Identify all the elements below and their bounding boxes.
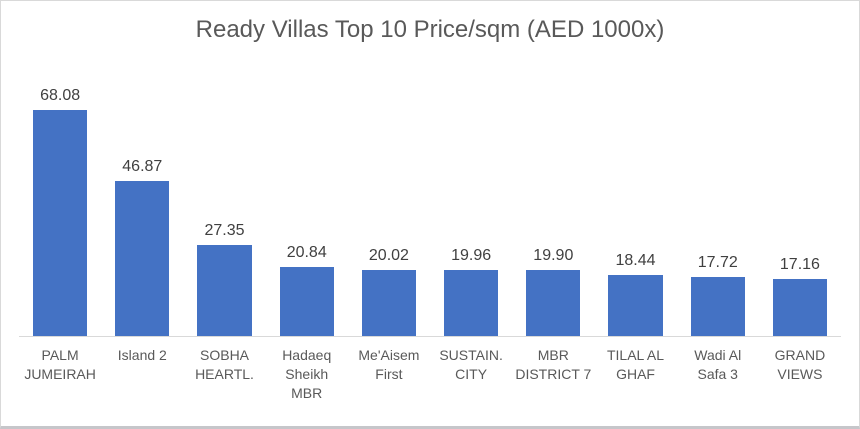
- bar: [197, 245, 252, 336]
- category-label: SUSTAIN. CITY: [439, 347, 503, 382]
- bar-column: 19.96: [430, 246, 512, 336]
- bar: [772, 279, 828, 336]
- category-label: Island 2: [117, 347, 167, 363]
- bar-value-label: 19.90: [533, 247, 574, 264]
- bar: [690, 277, 745, 336]
- category-label: MBR DISTRICT 7: [515, 347, 592, 382]
- category-label: TILAL AL GHAF: [606, 347, 665, 382]
- bar-column: 46.87: [101, 157, 183, 336]
- bar: [115, 180, 170, 336]
- bar-value-label: 20.02: [368, 246, 409, 264]
- bar: [608, 274, 663, 336]
- bar-value-label: 20.84: [286, 243, 327, 261]
- category-label: PALM JUMEIRAH: [24, 347, 96, 382]
- bar-value-label: 17.16: [779, 256, 820, 274]
- bar-value-label: 46.87: [122, 157, 163, 175]
- bar-column: 68.08: [19, 86, 101, 336]
- category-label: SOBHA HEARTL.: [195, 347, 254, 382]
- bar: [279, 266, 334, 336]
- category-label: GRAND VIEWS: [774, 347, 826, 382]
- category-label: Me'Aisem First: [358, 347, 420, 382]
- bar-value-label: 68.08: [40, 87, 81, 105]
- bar: [361, 269, 417, 336]
- category-label: Hadaeq Sheikh MBR: [282, 347, 332, 401]
- bar-column: 20.84: [266, 243, 348, 336]
- bar-column: 27.35: [183, 221, 265, 336]
- bar-column: 17.16: [759, 255, 841, 336]
- bar-value-label: 19.96: [451, 246, 492, 264]
- bar-column: 18.44: [594, 251, 676, 336]
- category-label: Wadi Al Safa 3: [694, 347, 742, 382]
- bar: [526, 270, 581, 336]
- bar-column: 20.02: [348, 246, 430, 336]
- bar-value-label: 27.35: [204, 222, 245, 240]
- bar-value-label: 17.72: [697, 254, 738, 272]
- bar-column: 17.72: [677, 253, 759, 336]
- chart-title: Ready Villas Top 10 Price/sqm (AED 1000x…: [195, 16, 665, 43]
- bar: [32, 110, 88, 336]
- bars-row: 68.08 46.87 27.35 20.84 20.02 19.96 19.90 18.44…: [19, 87, 841, 337]
- bar-value-label: 18.44: [615, 251, 656, 269]
- category-row: PALM JUMEIRAH Island 2 SOBHA HEARTL. Hadaeq…: [19, 346, 841, 403]
- bar: [443, 269, 499, 336]
- bar-column: 19.90: [512, 246, 594, 336]
